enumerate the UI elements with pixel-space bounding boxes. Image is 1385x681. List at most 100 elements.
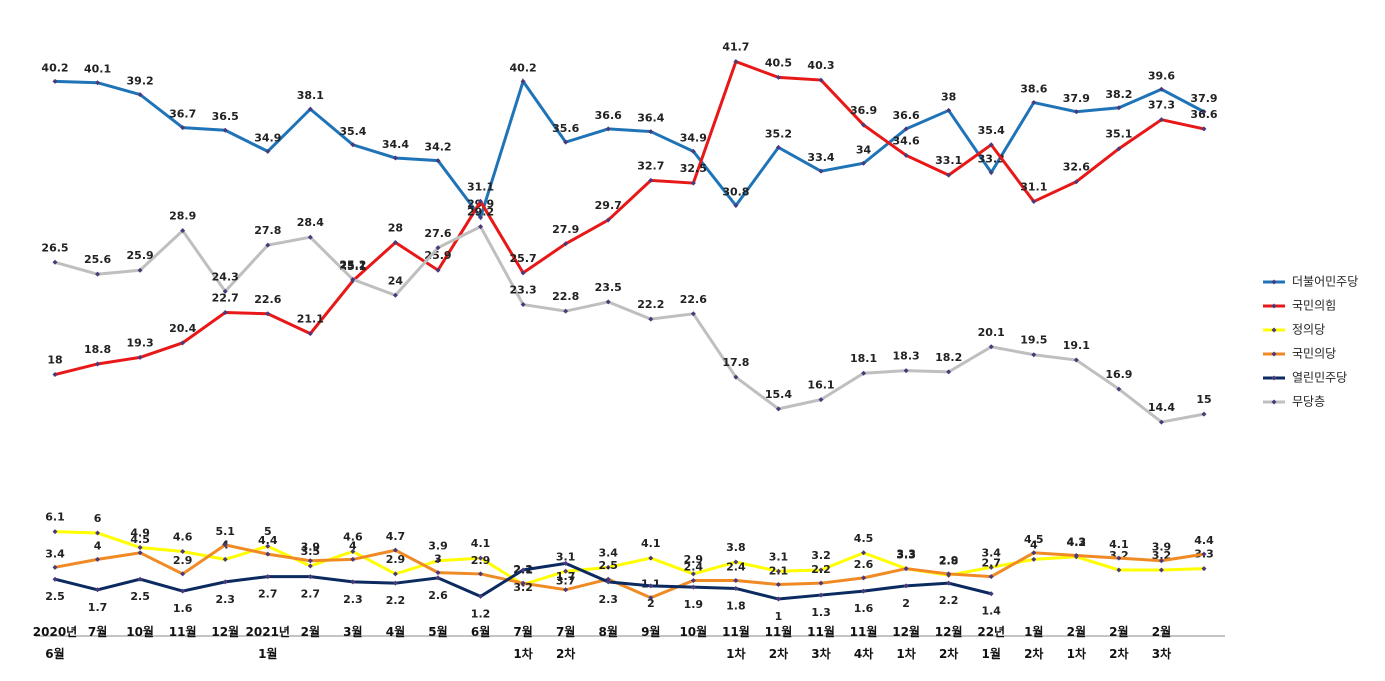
data-label: 39.6	[1148, 69, 1175, 82]
data-label: 25.6	[84, 253, 111, 266]
point-marker	[520, 567, 526, 573]
data-label: 40.5	[765, 56, 792, 69]
point-marker	[648, 129, 654, 135]
point-marker	[988, 574, 994, 580]
data-label: 25.7	[510, 252, 537, 265]
data-label: 4.4	[258, 534, 278, 547]
data-label: 35.4	[339, 125, 366, 138]
x-tick-label: 11월	[168, 625, 197, 639]
legend-label: 열린민주당	[1292, 371, 1347, 385]
point-marker	[690, 571, 696, 577]
x-tick-label: 8월	[598, 625, 618, 639]
data-label: 38	[941, 90, 956, 103]
data-label: 16.1	[807, 379, 834, 392]
data-label: 39.2	[127, 75, 154, 88]
point-marker	[733, 374, 739, 380]
x-tick-label: 2021년 1월	[245, 625, 290, 661]
point-marker	[1158, 558, 1164, 564]
x-tick-label: 12월	[211, 625, 240, 639]
point-marker	[180, 571, 186, 577]
point-marker	[1073, 552, 1079, 558]
x-tick-label: 11월 2차	[764, 625, 793, 661]
legend-marker	[1271, 327, 1277, 333]
point-marker	[903, 566, 909, 572]
point-marker	[733, 203, 739, 209]
point-marker	[222, 309, 228, 315]
point-marker	[563, 587, 569, 593]
point-marker	[861, 550, 867, 556]
point-marker	[478, 214, 484, 220]
data-label: 2.9	[173, 554, 193, 567]
point-marker	[435, 245, 441, 251]
data-label: 18.8	[84, 343, 111, 356]
x-tick-label: 2월	[300, 625, 321, 639]
point-marker	[478, 571, 484, 577]
data-label: 18.2	[935, 351, 962, 364]
point-marker	[392, 580, 398, 586]
data-label: 35.2	[765, 127, 792, 140]
legend-label: 더불어민주당	[1292, 275, 1358, 289]
point-marker	[1158, 419, 1164, 425]
data-label: 1	[775, 610, 783, 623]
legend-marker	[1271, 375, 1277, 381]
point-marker	[903, 368, 909, 374]
point-marker	[818, 592, 824, 598]
point-marker	[1116, 386, 1122, 392]
point-marker	[1158, 567, 1164, 573]
data-label: 4.2	[1067, 536, 1087, 549]
data-label: 4.1	[641, 537, 661, 550]
data-label: 36.4	[637, 112, 664, 125]
point-marker	[775, 406, 781, 412]
data-label: 4	[1030, 538, 1038, 551]
data-label: 3.5	[301, 545, 321, 558]
point-marker	[690, 180, 696, 186]
point-marker	[605, 299, 611, 305]
x-tick-label: 10월	[679, 625, 708, 639]
data-label: 32.6	[1063, 161, 1090, 174]
data-label: 34.4	[382, 138, 409, 151]
data-label: 22.7	[212, 291, 239, 304]
point-marker	[988, 564, 994, 570]
point-marker	[435, 267, 441, 273]
point-marker	[435, 570, 441, 576]
point-marker	[775, 582, 781, 587]
point-marker	[392, 155, 398, 161]
data-label: 2.9	[684, 553, 704, 566]
point-marker	[520, 78, 526, 84]
point-marker	[392, 239, 398, 245]
data-label: 19.3	[127, 336, 154, 349]
x-tick-label: 11월 4차	[849, 625, 878, 661]
point-marker	[1201, 126, 1207, 132]
point-marker	[563, 568, 569, 574]
point-marker	[648, 583, 654, 589]
data-label: 22.6	[254, 293, 281, 306]
point-marker	[946, 172, 952, 178]
data-label: 32.5	[680, 162, 707, 175]
point-marker	[648, 177, 654, 183]
data-label: 36.6	[1190, 108, 1217, 121]
point-marker	[52, 529, 58, 535]
data-label: 35.4	[978, 124, 1005, 137]
data-label: 4	[349, 539, 357, 552]
series-line	[54, 59, 1205, 376]
data-label: 3.9	[1152, 541, 1172, 554]
point-marker	[392, 292, 398, 298]
data-label: 2.5	[598, 559, 618, 572]
data-label: 25.9	[424, 249, 451, 262]
point-marker	[137, 92, 143, 98]
point-marker	[1031, 550, 1037, 556]
x-tick-label: 11월 3차	[807, 625, 835, 661]
point-marker	[775, 144, 781, 150]
data-label: 18	[47, 354, 62, 367]
data-label: 27.6	[424, 227, 451, 240]
data-label: 27.8	[254, 224, 281, 237]
point-marker	[861, 122, 867, 128]
data-label: 36.5	[212, 110, 239, 123]
data-label: 3.3	[896, 549, 916, 562]
point-marker	[180, 125, 186, 131]
x-tick-label: 2020년 6월	[32, 625, 78, 661]
data-label: 2.5	[130, 590, 150, 603]
data-label: 25.9	[127, 249, 154, 262]
data-label: 19.5	[1020, 334, 1047, 347]
